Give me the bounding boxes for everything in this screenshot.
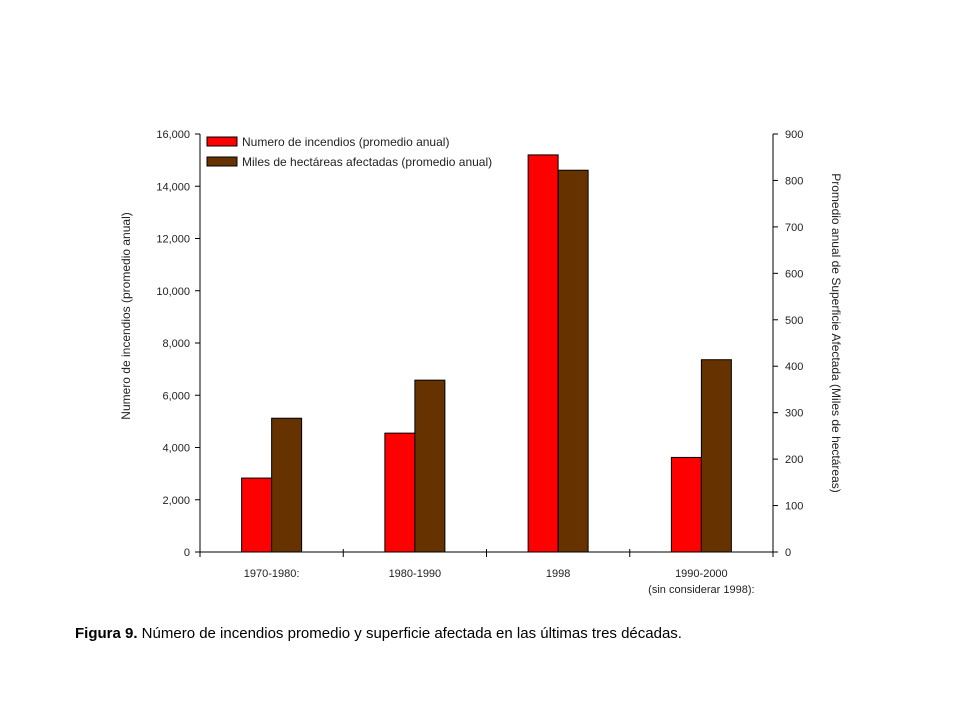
right-axis-title: Promedio anual de Superficie Afectada (M… — [829, 173, 843, 493]
caption-text: Número de incendios promedio y superfici… — [137, 625, 682, 642]
left-y-axis: 0 2,000 4,000 6,000 8,000 10,000 12,000 14,000 1… — [156, 129, 201, 559]
left-tick-label: 10,000 — [156, 286, 190, 298]
bar-incendios — [527, 154, 559, 553]
legend-label-hectareas: Miles de hectáreas afectadas (promedio a… — [242, 155, 492, 169]
left-tick-label: 12,000 — [156, 234, 190, 246]
bar-incendios — [670, 456, 702, 553]
caption-label: Figura 9. — [75, 625, 138, 642]
right-y-axis: 0 100 200 300 400 500 600 700 800 900 — [772, 129, 803, 559]
left-tick-label: 6,000 — [162, 390, 190, 402]
x-category-label: 1980-1990 — [389, 568, 442, 580]
left-axis-title: Numero de incendios (promedio anual) — [119, 212, 133, 419]
right-tick-label: 300 — [785, 408, 803, 420]
right-tick-label: 700 — [785, 222, 803, 234]
bar-hectareas — [271, 417, 303, 553]
left-tick-label: 14,000 — [156, 181, 190, 193]
left-tick-label: 0 — [184, 547, 190, 559]
x-category-label: 1970-1980: — [244, 568, 300, 580]
right-tick-label: 900 — [785, 129, 803, 141]
left-tick-label: 2,000 — [162, 495, 190, 507]
right-tick-label: 200 — [785, 454, 803, 466]
right-tick-label: 800 — [785, 175, 803, 187]
left-tick-label: 8,000 — [162, 338, 190, 350]
bars-group — [241, 154, 732, 553]
legend-swatch-incendios — [206, 136, 238, 147]
right-tick-label: 500 — [785, 315, 803, 327]
bar-hectareas — [700, 359, 732, 553]
left-tick-label: 16,000 — [156, 129, 190, 141]
right-tick-label: 0 — [785, 547, 791, 559]
left-tick-label: 4,000 — [162, 443, 190, 455]
right-tick-label: 100 — [785, 501, 803, 513]
bar-incendios — [384, 432, 416, 553]
figure-caption: Figura 9. Número de incendios promedio y… — [75, 625, 945, 642]
bar-hectareas — [557, 169, 589, 553]
x-category-label: 1990-2000 — [675, 568, 728, 580]
x-category-sublabel: (sin considerar 1998): — [648, 584, 754, 596]
legend-label-incendios: Numero de incendios (promedio anual) — [242, 135, 449, 149]
right-tick-label: 600 — [785, 268, 803, 280]
bar-incendios — [241, 477, 273, 553]
x-category-label: 1998 — [546, 568, 570, 580]
x-axis: 1970-1980: 1980-1990 1998 1990-2000 (sin con… — [196, 549, 777, 596]
legend: Numero de incendios (promedio anual) Mile… — [206, 135, 492, 169]
bar-hectareas — [414, 379, 446, 553]
right-tick-label: 400 — [785, 361, 803, 373]
legend-swatch-hectareas — [206, 156, 238, 167]
